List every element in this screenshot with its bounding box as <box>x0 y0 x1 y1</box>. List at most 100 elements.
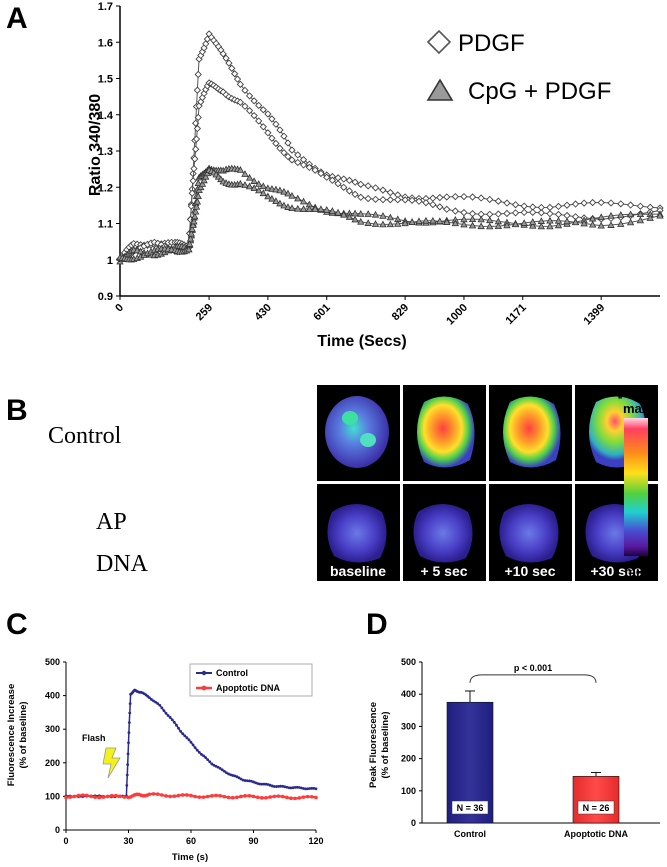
panel-a-point-triangle <box>245 173 254 181</box>
panel-a-point-triangle <box>554 221 563 229</box>
panel-a-point-diamond <box>259 123 267 131</box>
panel-c-point <box>126 763 130 767</box>
panel-c-legend: Control Apoptotic DNA <box>189 663 313 697</box>
panel-a-point-diamond <box>328 176 337 184</box>
row-label-ap: AP <box>96 509 127 535</box>
legend-label-control: Control <box>216 668 248 678</box>
panel-a-point-triangle <box>187 229 196 237</box>
panel-a-point-triangle <box>468 215 477 223</box>
panel-c-point <box>235 775 239 779</box>
panel-c-point <box>205 794 210 799</box>
panel-a-point-diamond <box>255 117 263 125</box>
panel-c-point <box>72 794 77 799</box>
panel-a-point-diamond <box>193 86 202 94</box>
panel-a-point-diamond <box>280 149 288 157</box>
panel-a-point-diamond <box>646 203 654 211</box>
panel-c-point <box>243 794 247 798</box>
panel-a-point-triangle <box>345 213 354 220</box>
panel-c-point <box>258 782 262 786</box>
flash-annotation: Flash <box>82 733 121 779</box>
panel-a-point-diamond <box>364 182 372 190</box>
panel-c-point <box>189 793 193 798</box>
bar-1 <box>572 776 620 824</box>
panel-a-point-diamond <box>193 124 202 133</box>
panel-a-point-triangle <box>340 210 348 218</box>
panel-a-point-diamond <box>511 201 520 209</box>
cell-apdna-5sec <box>413 504 473 563</box>
panel-c-point <box>285 785 289 789</box>
panel-c-point <box>230 795 235 800</box>
panel-a-point-diamond <box>436 193 444 202</box>
panel-c-point <box>200 752 203 756</box>
panel-a-point-triangle <box>311 205 319 212</box>
panel-a-x-tick-label: 0 <box>113 302 126 315</box>
panel-a-point-diamond <box>284 139 292 147</box>
panel-a-point-diamond <box>494 210 502 218</box>
panel-c-point <box>168 716 172 719</box>
panel-c-point <box>105 794 110 799</box>
panel-a-point-diamond <box>340 183 348 191</box>
bar-label-box-0 <box>451 800 489 815</box>
panel-c-point <box>279 784 282 788</box>
legend-label-apoptotic: Apoptotic DNA <box>216 683 280 693</box>
panel-a-point-diamond <box>394 196 402 204</box>
panel-a-point-diamond <box>231 70 239 78</box>
panel-a-point-diamond <box>422 199 430 207</box>
caption-10sec: +10 sec <box>505 563 556 579</box>
panel-a-point-triangle <box>626 210 635 218</box>
panel-c-point <box>175 723 178 727</box>
panel-a-y-tick-label: 1.5 <box>98 74 113 86</box>
panel-a-point-diamond <box>626 201 635 209</box>
panel-a-point-triangle <box>511 220 520 228</box>
panel-a-point-triangle <box>436 217 444 225</box>
panel-c-y-axis-title-line2: (% of baseline) <box>18 701 29 768</box>
panel-c-point <box>262 782 266 786</box>
panel-a-point-triangle <box>371 220 380 227</box>
panel-c-y-tick-label: 400 <box>45 691 60 701</box>
panel-c-point <box>308 787 312 790</box>
panel-a-point-diamond <box>537 203 545 212</box>
panel-a-x-tick-label: 1171 <box>504 302 529 327</box>
panel-c-point <box>154 700 157 704</box>
panel-a-point-triangle <box>288 204 296 212</box>
panel-c-point <box>191 743 195 747</box>
panel-c-point <box>147 792 152 797</box>
panel-c-point <box>222 769 226 773</box>
panel-a-point-triangle <box>185 245 193 253</box>
panel-c-point <box>306 787 310 791</box>
panel-a-point-triangle <box>323 206 331 213</box>
panel-c-point <box>162 709 166 713</box>
panel-a-point-triangle <box>189 221 197 228</box>
panel-a-point-diamond <box>245 107 254 115</box>
panel-a-point-triangle <box>264 192 272 200</box>
panel-a-point-triangle <box>284 203 292 210</box>
panel-a-point-triangle <box>241 181 249 188</box>
colorbar-max-label: max <box>623 401 650 416</box>
panel-a-point-diamond <box>236 98 245 106</box>
cell-control-baseline <box>325 396 389 468</box>
panel-a-point-triangle <box>202 172 210 180</box>
panel-a-point-diamond <box>460 208 468 217</box>
panel-a-point-diamond <box>299 161 308 169</box>
panel-c-point <box>305 794 310 799</box>
panel-c-point <box>160 793 164 797</box>
panel-c-point <box>260 796 264 800</box>
panel-a-y-tick-label: 1.7 <box>98 1 113 13</box>
panel-a-point-triangle <box>588 220 597 228</box>
panel-c-point <box>151 792 156 796</box>
panel-a-point-diamond <box>379 186 387 194</box>
panel-c-x-axis-title: Time (s) <box>172 852 208 863</box>
panel-c-point <box>222 794 227 799</box>
panel-c-point <box>312 786 316 790</box>
colorbar-title: [Ca²⁺] <box>618 384 654 399</box>
panel-a-point-diamond <box>288 156 296 164</box>
panel-a-point-diamond <box>554 202 563 211</box>
panel-a-point-diamond <box>305 163 313 172</box>
panel-a-point-diamond <box>451 207 459 215</box>
panel-a-point-triangle <box>272 197 280 205</box>
panel-a-point-diamond <box>357 180 365 188</box>
panel-a-point-diamond <box>597 198 605 207</box>
panel-a-point-diamond <box>563 201 571 209</box>
panel-c-point <box>214 793 218 798</box>
panel-c-point <box>189 740 193 744</box>
